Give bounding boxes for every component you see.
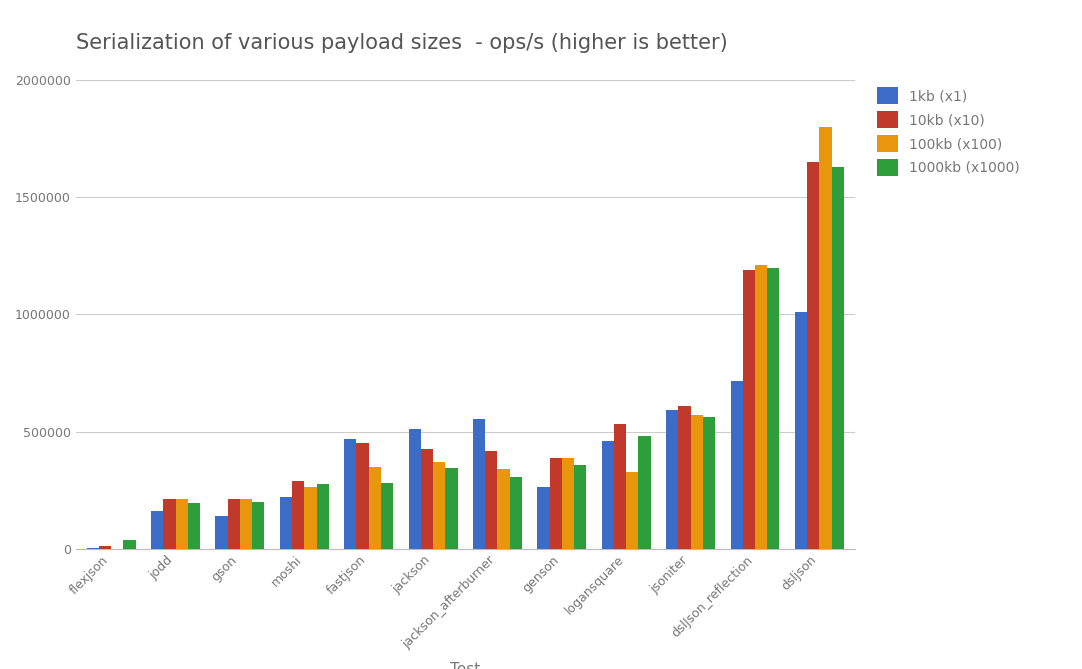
Bar — [498, 469, 510, 549]
Text: Serialization of various payload sizes  - ops/s (higher is better): Serialization of various payload sizes -… — [76, 33, 727, 54]
Bar — [280, 497, 292, 549]
Bar — [667, 411, 678, 549]
Bar — [638, 436, 650, 549]
Bar — [767, 268, 779, 549]
Bar — [98, 545, 111, 549]
Bar — [832, 167, 844, 549]
Bar — [473, 419, 485, 549]
Bar — [356, 444, 369, 549]
Bar — [369, 467, 381, 549]
Bar — [409, 429, 421, 549]
Bar — [602, 441, 613, 549]
Bar — [151, 511, 163, 549]
Bar — [755, 266, 767, 549]
Bar — [163, 499, 175, 549]
Legend: 1kb (x1), 10kb (x10), 100kb (x100), 1000kb (x1000): 1kb (x1), 10kb (x10), 100kb (x100), 1000… — [878, 87, 1020, 176]
Bar — [562, 458, 575, 549]
Bar — [703, 417, 715, 549]
Bar — [690, 415, 703, 549]
Bar — [123, 541, 135, 549]
Bar — [730, 381, 742, 549]
Bar — [613, 425, 626, 549]
Bar — [678, 405, 690, 549]
Bar — [626, 472, 638, 549]
Bar — [795, 312, 807, 549]
X-axis label: Test: Test — [450, 662, 480, 669]
Bar — [742, 270, 755, 549]
Bar — [188, 503, 200, 549]
Bar — [485, 452, 498, 549]
Bar — [510, 477, 522, 549]
Bar — [807, 163, 819, 549]
Bar — [215, 516, 227, 549]
Bar — [175, 499, 188, 549]
Bar — [304, 486, 317, 549]
Bar — [227, 499, 240, 549]
Bar — [819, 127, 832, 549]
Bar — [292, 480, 304, 549]
Bar — [252, 502, 264, 549]
Bar — [538, 486, 550, 549]
Bar — [550, 458, 562, 549]
Bar — [446, 468, 458, 549]
Bar — [317, 484, 329, 549]
Bar — [240, 499, 252, 549]
Bar — [433, 462, 446, 549]
Bar — [381, 483, 393, 549]
Bar — [421, 449, 433, 549]
Bar — [575, 466, 586, 549]
Bar — [344, 439, 356, 549]
